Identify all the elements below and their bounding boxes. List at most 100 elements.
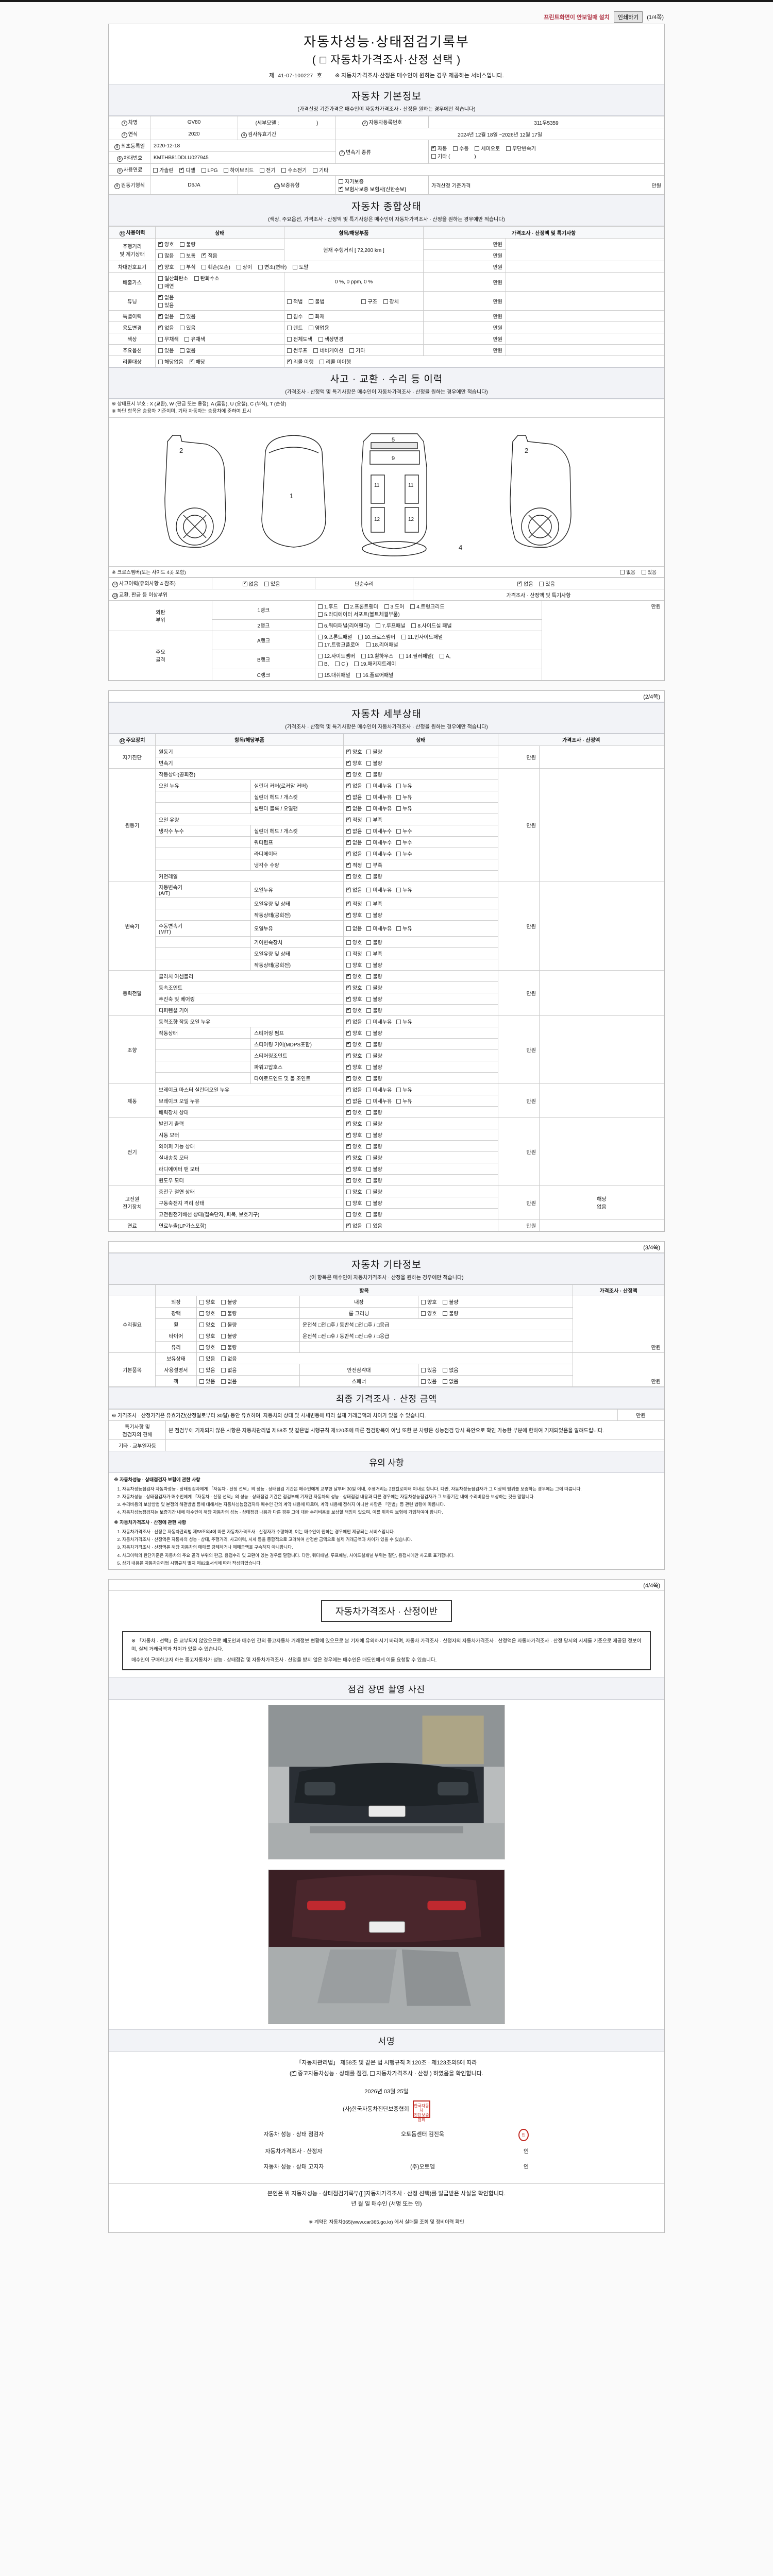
state-opt[interactable]: 없음: [346, 1018, 362, 1025]
checkbox-icon[interactable]: [318, 653, 323, 658]
part-trunk-floor[interactable]: 17.트렁크플로어: [318, 640, 360, 648]
checkbox-icon[interactable]: [396, 1087, 401, 1092]
checkbox-icon[interactable]: [443, 1367, 448, 1372]
vinmark-opt-different[interactable]: 상이: [236, 263, 252, 270]
state-opt[interactable]: 양호: [346, 1142, 362, 1150]
trans-opt-cvt[interactable]: 무단변속기: [506, 144, 536, 152]
checkbox-icon[interactable]: [366, 817, 372, 822]
special-opt-none[interactable]: 없음: [158, 312, 174, 320]
state-opt[interactable]: 누유: [396, 1097, 412, 1105]
recall-opt-na[interactable]: 해당없음: [158, 358, 183, 365]
checkbox-icon[interactable]: [366, 985, 372, 990]
checkbox-icon[interactable]: [346, 901, 351, 906]
state-opt[interactable]: 불량: [366, 1154, 382, 1161]
checkbox-icon[interactable]: [287, 359, 292, 364]
state-opt[interactable]: 양호: [346, 1063, 362, 1071]
state-opt[interactable]: 부족: [366, 816, 382, 823]
checkbox-icon[interactable]: [366, 1223, 372, 1228]
checkbox-icon[interactable]: [366, 1121, 372, 1126]
state-opt[interactable]: 양호: [346, 1040, 362, 1048]
checkbox-icon[interactable]: [199, 1311, 204, 1316]
state-opt[interactable]: 양호: [346, 872, 362, 880]
checkbox-icon[interactable]: [221, 1311, 226, 1316]
state-opt[interactable]: 없음: [346, 1097, 362, 1105]
state-opt[interactable]: 불량: [366, 1176, 382, 1184]
checkbox-icon[interactable]: [221, 1333, 226, 1338]
vinmark-opt-damage[interactable]: 훼손(오손): [201, 263, 230, 270]
emission-opt-smoke[interactable]: 매연: [158, 282, 174, 290]
tuning-opt-structure[interactable]: 구조: [361, 297, 377, 305]
checkbox-icon[interactable]: [318, 642, 323, 647]
checkbox-icon[interactable]: [318, 337, 323, 342]
state-opt[interactable]: 양호: [346, 1029, 362, 1037]
checkbox-icon[interactable]: [366, 996, 372, 1002]
state-opt[interactable]: 불량: [366, 759, 382, 767]
usechange-opt-yes[interactable]: 있음: [180, 324, 196, 331]
part-wheel-house[interactable]: 13.휠하우스: [361, 652, 393, 659]
checkbox-icon[interactable]: [366, 1053, 372, 1058]
checkbox-icon[interactable]: [366, 940, 372, 945]
checkbox-icon[interactable]: [242, 581, 247, 586]
fuel-opt-diesel[interactable]: 디젤: [179, 166, 195, 174]
checkbox-icon[interactable]: [258, 265, 263, 269]
state-opt[interactable]: 양호: [346, 770, 362, 778]
interior-opt-bad[interactable]: 불량: [443, 1298, 459, 1306]
state-opt[interactable]: 불량: [366, 911, 382, 919]
fuel-opt-hydrogen[interactable]: 수소전기: [281, 166, 307, 174]
checkbox-icon[interactable]: [194, 276, 199, 281]
checkbox-icon[interactable]: [346, 1087, 351, 1092]
exterior-opt-good[interactable]: 양호: [199, 1298, 215, 1306]
checkbox-icon[interactable]: [158, 313, 163, 319]
state-opt[interactable]: 불량: [366, 1108, 382, 1116]
mileage-opt-few[interactable]: 적음: [201, 251, 217, 259]
checkbox-icon[interactable]: [184, 337, 190, 342]
checkbox-icon[interactable]: [291, 2070, 296, 2076]
state-opt[interactable]: 불량: [366, 1210, 382, 1218]
checkbox-icon[interactable]: [309, 299, 314, 304]
checkbox-icon[interactable]: [346, 805, 351, 811]
checkbox-icon[interactable]: [366, 1132, 372, 1138]
checkbox-icon[interactable]: [346, 1075, 351, 1081]
checkbox-icon[interactable]: [443, 1379, 448, 1384]
mileage-opt-normal[interactable]: 보통: [180, 251, 196, 259]
checkbox-icon[interactable]: [366, 749, 372, 754]
state-opt[interactable]: 양호: [346, 759, 362, 767]
checkbox-icon[interactable]: [221, 1345, 226, 1350]
part-front-fender[interactable]: 2.프론트휀더: [344, 602, 378, 610]
state-opt[interactable]: 양호: [346, 984, 362, 991]
state-opt[interactable]: 불량: [366, 972, 382, 980]
tuning-opt-device[interactable]: 장치: [383, 297, 399, 305]
checkbox-icon[interactable]: [346, 873, 351, 879]
checkbox-icon[interactable]: [396, 806, 401, 811]
checkbox-icon[interactable]: [396, 794, 401, 800]
checkbox-icon[interactable]: [153, 167, 158, 173]
checkbox-icon[interactable]: [199, 1367, 204, 1372]
trans-opt-other[interactable]: 기타 ( ): [431, 152, 476, 160]
checkbox-icon[interactable]: [180, 265, 185, 269]
checkbox-icon[interactable]: [453, 146, 458, 151]
vinmark-opt-altered[interactable]: 변조(변타): [258, 263, 287, 270]
checkbox-icon[interactable]: [221, 1356, 226, 1361]
state-opt[interactable]: 없음: [346, 804, 362, 812]
checkbox-icon[interactable]: [366, 926, 372, 931]
checkbox-icon[interactable]: [366, 974, 372, 979]
checkbox-icon[interactable]: [346, 951, 351, 956]
interior-opt-good[interactable]: 양호: [421, 1298, 436, 1306]
checkbox-icon[interactable]: [281, 167, 287, 173]
checkbox-icon[interactable]: [287, 326, 292, 330]
checkbox-icon[interactable]: [366, 1030, 372, 1036]
checkbox-icon[interactable]: [346, 1132, 351, 1138]
state-opt[interactable]: 부족: [366, 900, 382, 907]
state-opt[interactable]: 불량: [366, 1074, 382, 1082]
options-opt-none[interactable]: 없음: [180, 346, 196, 354]
checkbox-icon[interactable]: [366, 1008, 372, 1013]
checkbox-icon[interactable]: [318, 661, 323, 666]
checkbox-icon[interactable]: [293, 265, 298, 269]
checkbox-icon[interactable]: [158, 294, 163, 300]
polish-opt-good[interactable]: 양호: [199, 1309, 215, 1317]
checkbox-icon[interactable]: [641, 569, 646, 574]
state-opt[interactable]: 양호: [346, 961, 362, 969]
checkbox-icon[interactable]: [366, 1098, 372, 1104]
cross-opt-yes[interactable]: 있음: [641, 568, 657, 575]
state-opt[interactable]: 양호: [346, 1131, 362, 1139]
